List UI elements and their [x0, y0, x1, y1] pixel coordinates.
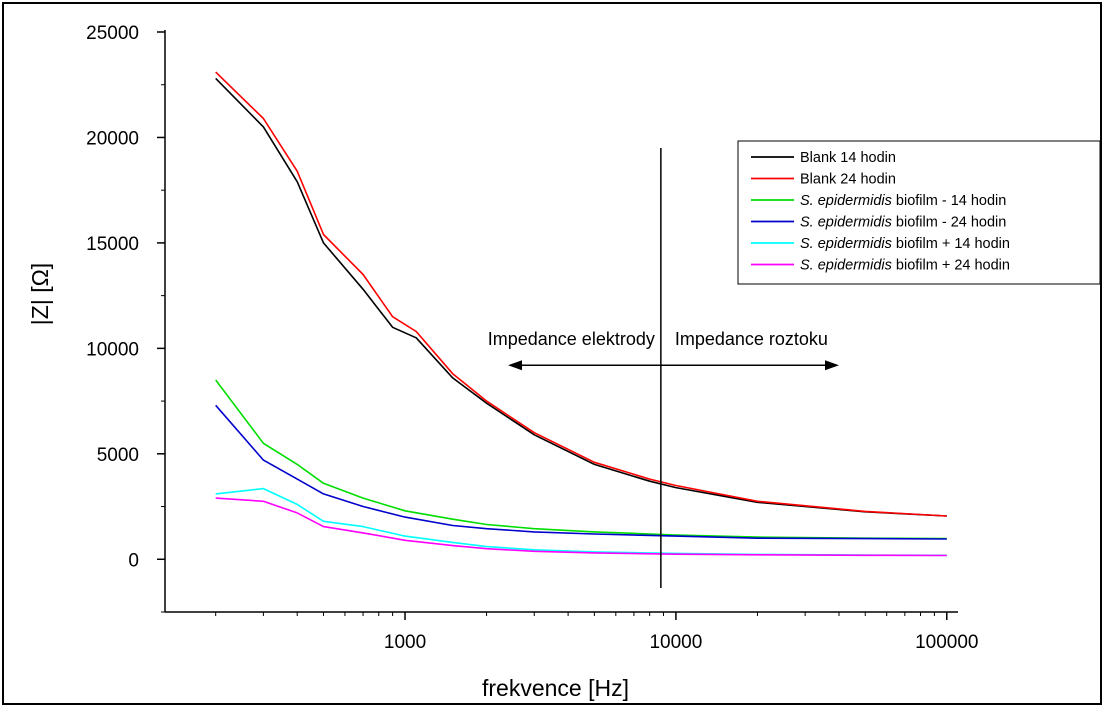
- x-axis-title: frekvence [Hz]: [482, 675, 629, 701]
- legend-label-italic: S. epidermidis: [800, 236, 892, 252]
- legend: Blank 14 hodin Blank 24 hodin S. epidermid…: [737, 140, 1101, 285]
- series-line-6: [215, 497, 947, 557]
- annotation-impedance-elektrody: Impedance elektrody: [488, 329, 655, 349]
- y-ticks: 0 5000 10000 15000 20000 25000: [86, 23, 165, 613]
- y-tick-label: 15000: [86, 234, 139, 255]
- y-axis-title: |Z| [Ω]: [27, 263, 53, 325]
- legend-label: S. epidermidis biofilm - 14 hodin: [800, 193, 1006, 209]
- y-tick-label: 10000: [86, 339, 139, 360]
- x-tick-label: 100000: [915, 632, 978, 653]
- legend-label-italic: S. epidermidis: [800, 215, 892, 231]
- legend-label-text: biofilm - 14 hodin: [892, 193, 1006, 209]
- series-line-3: [215, 379, 947, 540]
- series-line-4: [215, 404, 947, 540]
- legend-box: [737, 140, 1101, 285]
- legend-label-text: biofilm + 24 hodin: [892, 258, 1010, 274]
- legend-label-text: biofilm - 24 hodin: [892, 215, 1006, 231]
- legend-label: Blank 14 hodin: [800, 150, 896, 166]
- y-tick-label: 20000: [86, 128, 139, 149]
- x-tick-label: 10000: [649, 632, 702, 653]
- arrow-right-head: [824, 360, 839, 371]
- y-tick-label: 5000: [97, 445, 139, 466]
- annotations: Impedance elektrody Impedance roztoku: [488, 329, 839, 371]
- axes: [164, 30, 958, 613]
- legend-label: S. epidermidis biofilm + 14 hodin: [800, 236, 1010, 252]
- series-line-5: [215, 487, 947, 557]
- arrow-left-head: [508, 360, 523, 371]
- y-tick-label: 25000: [86, 23, 139, 44]
- legend-label: Blank 24 hodin: [800, 172, 896, 188]
- series-line-1: [215, 77, 947, 517]
- series-line-2: [215, 71, 947, 517]
- legend-label-italic: S. epidermidis: [800, 193, 892, 209]
- legend-label-italic: S. epidermidis: [800, 258, 892, 274]
- legend-label-text: Blank 24 hodin: [800, 172, 896, 188]
- y-tick-label: 0: [128, 550, 139, 571]
- legend-label: S. epidermidis biofilm - 24 hodin: [800, 215, 1006, 231]
- legend-label: S. epidermidis biofilm + 24 hodin: [800, 258, 1010, 274]
- legend-label-text: Blank 14 hodin: [800, 150, 896, 166]
- series-lines: [215, 71, 947, 557]
- annotation-impedance-roztoku: Impedance roztoku: [675, 329, 828, 349]
- legend-label-text: biofilm + 14 hodin: [892, 236, 1010, 252]
- x-ticks: 1000 10000 100000: [215, 612, 978, 653]
- legend-items: Blank 14 hodin Blank 24 hodin S. epidermid…: [751, 150, 1010, 274]
- x-tick-label: 1000: [384, 632, 426, 653]
